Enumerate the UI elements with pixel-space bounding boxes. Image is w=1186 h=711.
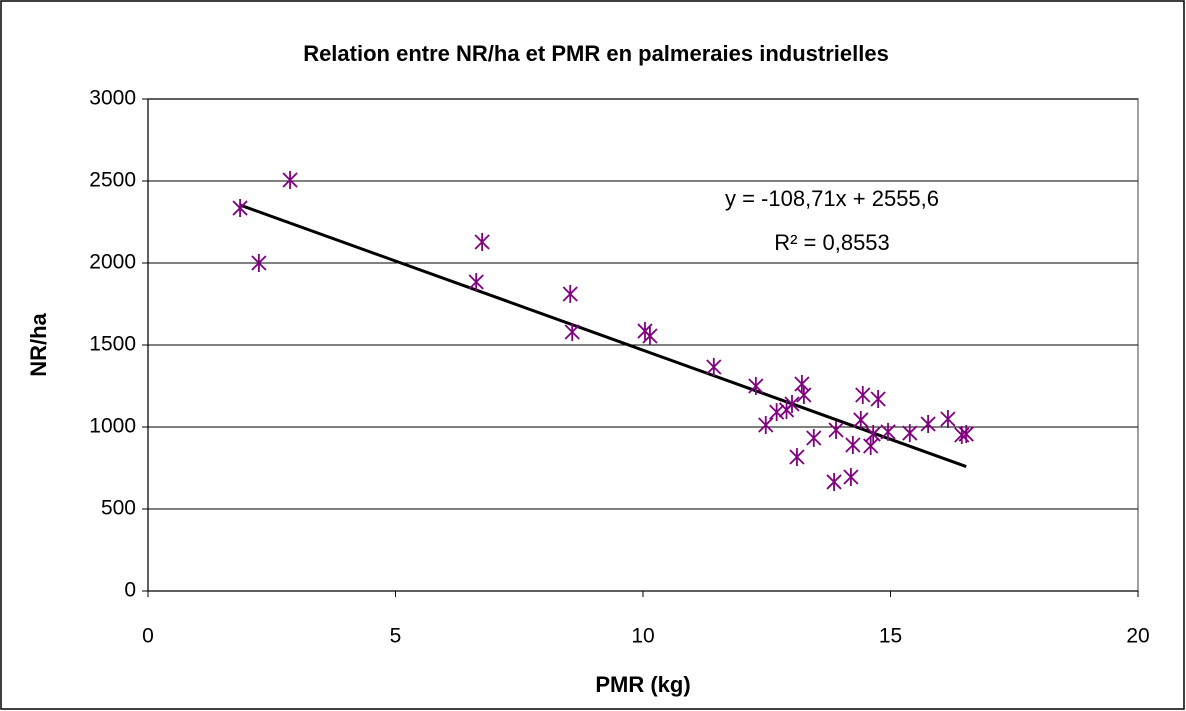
- chart-title: Relation entre NR/ha et PMR en palmeraie…: [303, 41, 889, 66]
- data-point: [758, 416, 774, 435]
- data-point: [958, 425, 974, 444]
- data-point: [748, 377, 764, 395]
- x-tick-label: 5: [390, 625, 402, 648]
- x-tick-label: 10: [631, 625, 654, 648]
- data-point: [282, 171, 298, 190]
- data-point: [855, 386, 871, 405]
- data-point: [826, 472, 842, 491]
- x-tick-label: 20: [1126, 625, 1149, 648]
- data-point: [564, 323, 580, 342]
- data-point: [784, 395, 800, 414]
- data-point: [468, 273, 484, 292]
- data-point: [853, 410, 869, 429]
- data-point: [642, 326, 658, 345]
- data-point: [562, 284, 578, 303]
- data-point: [863, 437, 879, 456]
- data-point: [806, 428, 822, 447]
- data-point: [865, 425, 881, 444]
- data-point: [828, 420, 844, 439]
- data-point: [920, 415, 936, 434]
- data-point: [769, 403, 785, 422]
- y-tick-label: 2500: [89, 169, 136, 192]
- y-tick-label: 1500: [89, 333, 136, 356]
- data-point: [232, 199, 248, 218]
- trendline-r2: R² = 0,8553: [774, 230, 890, 255]
- data-point: [845, 436, 861, 455]
- data-point: [251, 254, 267, 272]
- x-tick-label: 0: [142, 625, 154, 648]
- x-tick-label: 15: [879, 625, 902, 648]
- y-tick-label: 2000: [89, 251, 136, 274]
- y-tick-label: 0: [124, 579, 136, 602]
- data-point: [796, 386, 812, 405]
- trendline: [239, 203, 967, 468]
- data-point: [789, 448, 805, 467]
- data-point: [902, 424, 918, 443]
- trendline-equation: y = -108,71x + 2555,6: [725, 186, 939, 211]
- data-point: [843, 468, 859, 487]
- y-axis-title: NR/ha: [26, 312, 51, 376]
- data-point: [880, 422, 896, 441]
- x-axis-title: PMR (kg): [595, 672, 690, 697]
- data-point: [940, 409, 956, 428]
- data-point: [870, 389, 886, 408]
- y-tick-label: 1000: [89, 415, 136, 438]
- y-tick-label: 500: [101, 497, 136, 520]
- data-point: [706, 357, 722, 376]
- data-point: [474, 233, 490, 252]
- y-tick-label: 3000: [89, 87, 136, 110]
